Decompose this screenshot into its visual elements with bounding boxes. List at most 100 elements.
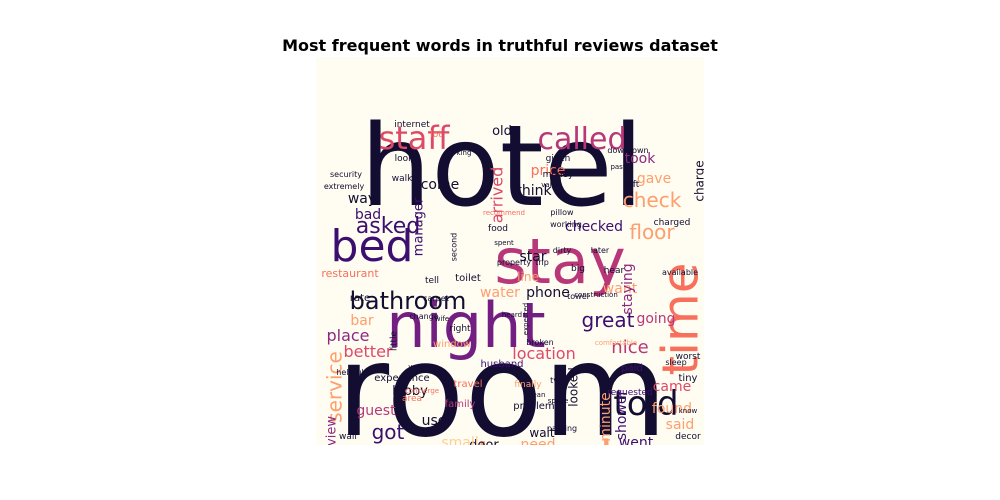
- word-walk: walk: [392, 174, 413, 184]
- word-finally: finally: [514, 380, 542, 390]
- word-said: said: [666, 417, 695, 433]
- word-little: little: [390, 330, 400, 351]
- word-staff: staff: [379, 119, 451, 157]
- word-location: location: [512, 344, 575, 363]
- word-parking: parking: [547, 424, 577, 433]
- word-place: place: [326, 326, 369, 345]
- word-husband: husband: [480, 359, 523, 370]
- word-broken: broken: [526, 338, 553, 347]
- word-hear: hear: [604, 266, 625, 276]
- word-use: use: [422, 413, 447, 429]
- word-bar: bar: [350, 313, 373, 329]
- word-toilet: toilet: [455, 273, 481, 284]
- word-later: later: [591, 246, 610, 255]
- word-worst: worst: [676, 352, 701, 362]
- word-found: found: [652, 401, 692, 417]
- word-going: going: [636, 311, 675, 327]
- word-minute: minute: [598, 392, 614, 441]
- word-towel: towel: [567, 292, 589, 301]
- word-downtown: downtown: [607, 146, 648, 155]
- word-second: second: [450, 233, 459, 262]
- word-given: given: [546, 154, 571, 164]
- word-got: got: [372, 420, 405, 444]
- word-wall: wall: [339, 432, 357, 442]
- word-came: came: [653, 379, 692, 395]
- word-check: check: [623, 188, 682, 212]
- word-guest: guest: [356, 403, 396, 419]
- word-time: time: [652, 263, 705, 376]
- word-area: area: [402, 394, 422, 404]
- word-extremely: extremely: [324, 182, 365, 191]
- word-concierge: concierge: [405, 387, 439, 395]
- word-working: working: [550, 220, 582, 229]
- word-clean: clean: [527, 391, 546, 399]
- word-lobby: lobby: [392, 384, 428, 399]
- word-nice: nice: [611, 337, 648, 358]
- word-line: line: [517, 270, 539, 284]
- word-went: went: [619, 435, 654, 445]
- word-decor: decor: [675, 432, 701, 442]
- word-cloud-background: [316, 57, 704, 445]
- word-expected: expected: [522, 303, 530, 335]
- word-year: year: [408, 363, 424, 371]
- word-took: took: [625, 151, 657, 167]
- word-charge: charge: [693, 160, 705, 201]
- word-food: food: [488, 224, 508, 234]
- word-view: view: [325, 416, 340, 445]
- word-spent: spent: [494, 239, 514, 247]
- word-carpet: carpet: [423, 294, 449, 303]
- word-look: look: [395, 154, 415, 164]
- word-room: room: [336, 317, 667, 445]
- word-arrived: arrived: [488, 167, 507, 224]
- word-great: great: [582, 308, 635, 332]
- word-left: left: [625, 180, 640, 190]
- word-tv: tv: [550, 376, 558, 385]
- word-comfortable: comfortable: [595, 339, 637, 347]
- word-floor: floor: [629, 220, 675, 244]
- word-dirty: dirty: [553, 246, 572, 255]
- word-problem: problem: [513, 401, 554, 412]
- word-staying: staying: [620, 263, 636, 314]
- word-service: service: [323, 351, 347, 423]
- word-family: family: [445, 399, 476, 410]
- word-bathroom: bathroom: [350, 287, 467, 315]
- word-money: money: [543, 170, 575, 180]
- word-trip: trip: [535, 258, 549, 267]
- word-requested: requested: [607, 388, 652, 398]
- word-recommend: recommend: [483, 209, 525, 217]
- word-valet: valet: [541, 181, 559, 189]
- word-property: property: [497, 258, 532, 267]
- word-want: want: [603, 281, 638, 297]
- word-heard: heard: [502, 311, 522, 319]
- word-small: small: [441, 435, 478, 445]
- word-think: think: [516, 183, 552, 199]
- word-asked: asked: [356, 214, 420, 239]
- word-shower: shower: [614, 389, 630, 440]
- word-experience: experience: [374, 373, 429, 384]
- word-need: need: [521, 437, 556, 445]
- word-security: security: [330, 170, 362, 179]
- word-tiny: tiny: [679, 373, 698, 384]
- word-way: way: [348, 191, 376, 207]
- word-window: window: [433, 339, 471, 350]
- word-stay: stay: [494, 225, 625, 298]
- word-told: told: [613, 384, 678, 424]
- word-wife: wife: [435, 315, 449, 323]
- word-past: past: [610, 163, 625, 171]
- word-paid: paid: [621, 363, 643, 374]
- word-checked: checked: [565, 219, 623, 235]
- chart-title: Most frequent words in truthful reviews …: [282, 36, 718, 55]
- word-called: called: [537, 122, 626, 157]
- word-hotel: hotel: [360, 102, 643, 232]
- word-space: space: [548, 397, 569, 405]
- word-change: change: [409, 312, 439, 321]
- word-tell: tell: [425, 276, 439, 286]
- word-price: price: [531, 163, 566, 179]
- word-wait: wait: [529, 426, 555, 440]
- word-right: right: [449, 324, 471, 334]
- word-available: available: [662, 268, 698, 277]
- word-pillow: pillow: [550, 208, 574, 217]
- word-night: night: [386, 289, 545, 362]
